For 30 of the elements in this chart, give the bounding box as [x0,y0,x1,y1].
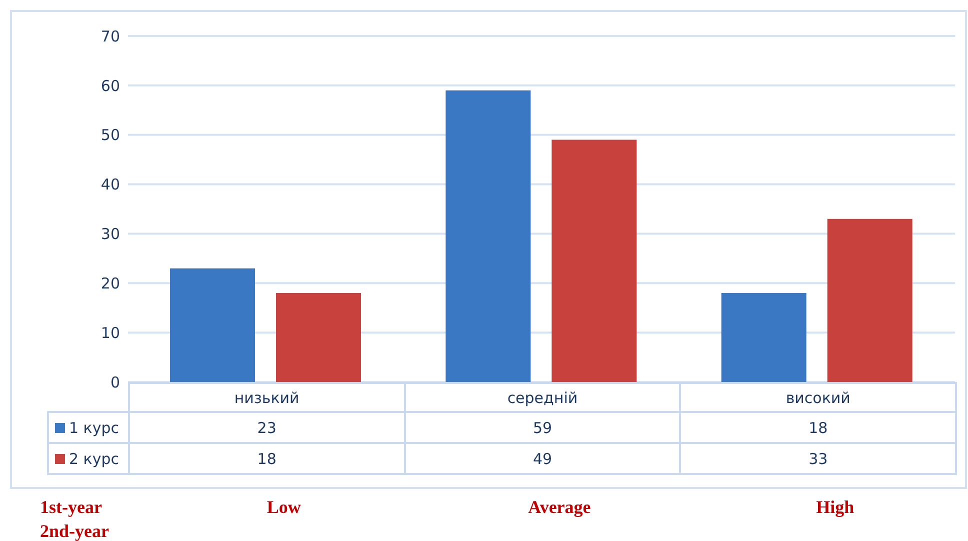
data-label: 59 [404,412,680,443]
data-label: 23 [129,412,405,443]
legend-label: 2 курс [48,443,129,474]
text: 2nd-year [40,520,110,541]
bar [552,140,637,382]
y-tick-label: 70 [100,27,120,46]
y-tick-label: 0 [110,373,120,392]
text: High [815,496,856,519]
bar [170,268,255,382]
text: Low [266,496,302,519]
data-label: 18 [680,412,956,443]
text: Average [527,496,592,519]
bar [276,293,361,382]
y-tick-label: 40 [100,176,120,194]
bar [721,293,806,382]
y-tick-label: 30 [100,225,120,244]
data-label: 49 [404,443,680,474]
text: 1st-year [40,496,103,519]
data-label: 33 [680,443,956,474]
x-tick-label: низький [129,383,405,412]
y-tick-label: 10 [100,324,120,342]
x-tick-label: високий [680,383,956,412]
x-tick-label: середній [404,383,680,412]
legend-label: 1 курс [48,412,129,443]
data-label: 18 [129,443,405,474]
bar [827,218,912,382]
y-tick-label: 60 [100,76,120,95]
bar [446,90,531,382]
y-tick-label: 20 [100,274,120,292]
y-tick-label: 50 [100,126,120,144]
